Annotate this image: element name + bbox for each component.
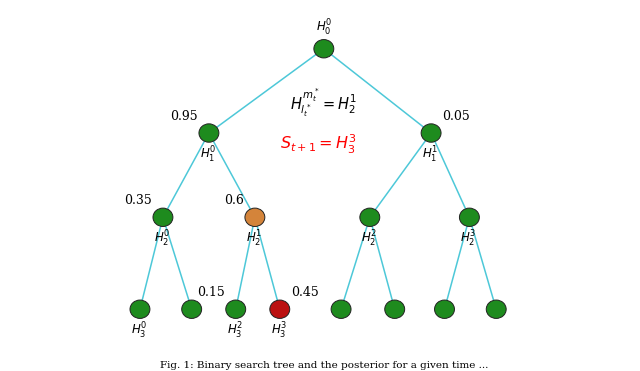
Ellipse shape [360, 208, 380, 226]
Text: $H_3^2$: $H_3^2$ [227, 321, 243, 341]
Ellipse shape [153, 208, 173, 226]
Ellipse shape [130, 300, 150, 318]
Text: 0.35: 0.35 [124, 194, 152, 207]
Ellipse shape [226, 300, 246, 318]
Ellipse shape [421, 124, 441, 142]
Text: Fig. 1: Binary search tree and the posterior for a given time ...: Fig. 1: Binary search tree and the poste… [159, 361, 488, 370]
Ellipse shape [435, 300, 454, 318]
Text: $H_2^0$: $H_2^0$ [154, 229, 170, 249]
Text: $S_{t+1} = H_3^3$: $S_{t+1} = H_3^3$ [280, 133, 356, 156]
Text: $H_1^0$: $H_1^0$ [200, 144, 216, 164]
Ellipse shape [486, 300, 506, 318]
Text: $H_2^3$: $H_2^3$ [460, 229, 477, 249]
Text: 0.05: 0.05 [442, 110, 470, 123]
Text: $H_2^1$: $H_2^1$ [246, 229, 262, 249]
Text: $H_0^0$: $H_0^0$ [316, 17, 332, 38]
Text: 0.45: 0.45 [291, 286, 319, 299]
Ellipse shape [245, 208, 265, 226]
Text: $H_2^2$: $H_2^2$ [361, 229, 377, 249]
Text: $H_1^1$: $H_1^1$ [422, 144, 438, 164]
Ellipse shape [182, 300, 202, 318]
Ellipse shape [199, 124, 219, 142]
Text: $H_3^0$: $H_3^0$ [131, 321, 147, 341]
Ellipse shape [460, 208, 479, 226]
Ellipse shape [331, 300, 351, 318]
Text: $H_{l_t^*}^{m_t^*} = H_2^1$: $H_{l_t^*}^{m_t^*} = H_2^1$ [290, 86, 358, 119]
Ellipse shape [270, 300, 290, 318]
Ellipse shape [314, 40, 334, 58]
Ellipse shape [385, 300, 404, 318]
Text: 0.95: 0.95 [170, 110, 198, 123]
Text: 0.15: 0.15 [197, 286, 225, 299]
Text: 0.6: 0.6 [224, 194, 244, 207]
Text: $H_3^3$: $H_3^3$ [271, 321, 287, 341]
